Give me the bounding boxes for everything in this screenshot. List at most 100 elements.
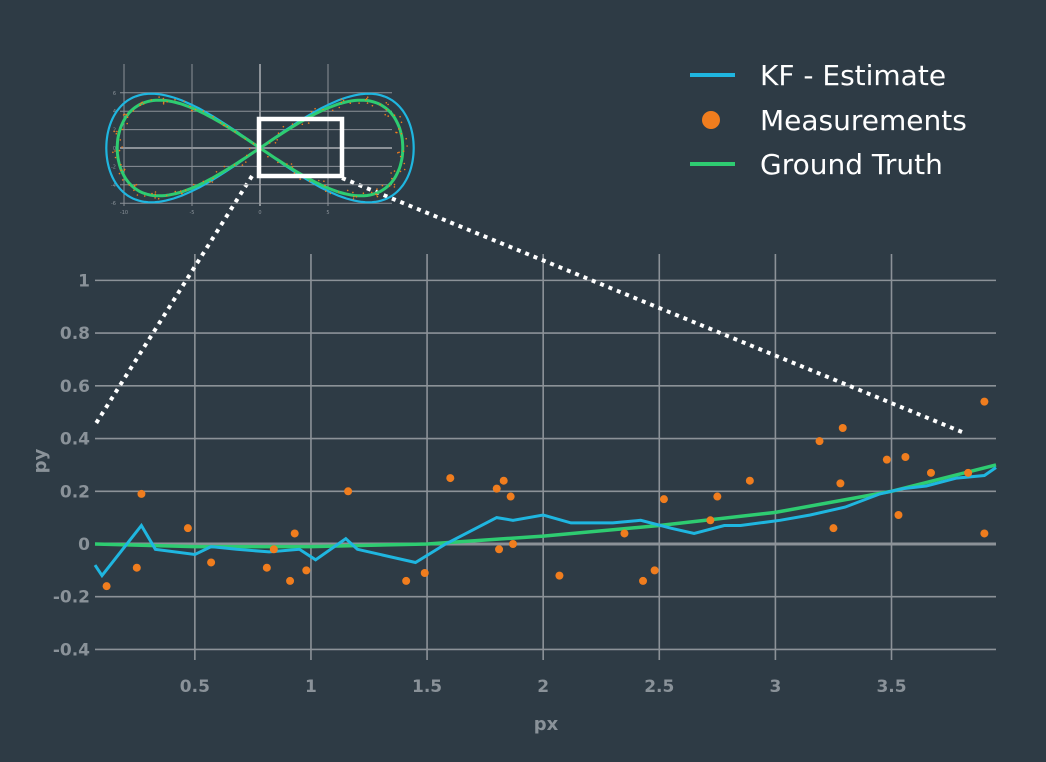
measurement-point [901, 453, 910, 461]
inset-measurement-point [338, 106, 341, 109]
inset-measurement-point [202, 180, 205, 183]
inset-measurement-point [293, 172, 296, 174]
inset-measurement-point [277, 132, 280, 134]
inset-measurement-point [376, 194, 378, 196]
inset-measurement-point [245, 161, 247, 163]
measurement-point [659, 495, 668, 504]
inset-measurement-point [325, 190, 327, 192]
inset-measurement-point [124, 113, 126, 116]
inset-measurement-point [112, 151, 114, 154]
inset-measurement-point [349, 102, 352, 104]
measurement-point [290, 529, 299, 538]
inset-measurement-point [400, 121, 403, 124]
measurement-point [207, 558, 216, 567]
inset-measurement-point [121, 128, 124, 131]
zoom-highlight-box [256, 116, 345, 179]
inset-measurement-point [398, 151, 400, 154]
inset-measurement-point [387, 115, 390, 117]
inset-measurement-point [384, 113, 387, 116]
inset-measurement-point [115, 132, 118, 135]
inset-measurement-point [125, 114, 128, 116]
inset-measurement-point [398, 128, 400, 130]
inset-measurement-point [223, 165, 226, 168]
measurement-point [446, 474, 455, 483]
y-tick-label: 0.8 [60, 324, 90, 344]
inset-measurement-point [162, 103, 165, 105]
inset-measurement-point [143, 195, 146, 197]
inset-measurement-point [233, 164, 236, 166]
inset-measurement-point [166, 101, 168, 103]
inset-measurement-point [301, 123, 304, 126]
inset-measurement-point [393, 114, 396, 116]
inset-measurement-point [274, 142, 277, 144]
inset-x-tick: 0 [258, 210, 261, 216]
x-tick-label: 1.5 [412, 677, 442, 697]
inset-measurement-point [340, 101, 343, 104]
measurement-point [926, 468, 935, 477]
inset-measurement-point [135, 183, 138, 186]
y-tick-label: 0.2 [60, 482, 90, 502]
inset-measurement-point [252, 142, 255, 145]
inset-measurement-point [362, 192, 365, 194]
measurement-point [639, 576, 648, 585]
inset-measurement-point [308, 180, 311, 183]
x-tick-label: 3.5 [876, 677, 906, 697]
inset-measurement-point [123, 169, 125, 171]
measurement-point [555, 571, 564, 580]
inset-measurement-point [364, 99, 367, 101]
inset-y-tick: -6 [111, 201, 116, 207]
inset-measurement-point [291, 166, 294, 168]
legend-item-ground-truth: Ground Truth [690, 148, 943, 181]
inset-measurement-point [366, 96, 369, 98]
inset-measurement-point [165, 194, 168, 197]
inset-x-tick: 5 [326, 210, 329, 216]
measurement-point [269, 545, 278, 554]
x-tick-label: 0.5 [180, 677, 210, 697]
inset-measurement-point [157, 197, 160, 200]
inset-measurement-point [338, 191, 340, 193]
inset-measurement-point [118, 172, 121, 175]
inset-measurement-point [226, 125, 229, 128]
y-tick-label: 0.4 [60, 430, 90, 450]
measurement-point [420, 569, 429, 577]
inset-overview-plot: -10 -5 0 5 6 4 2 0 -2 -4 -6 [105, 64, 415, 216]
inset-measurement-point [393, 186, 396, 188]
inset-measurement-point [215, 171, 218, 173]
measurement-point [499, 476, 508, 485]
inset-measurement-point [381, 184, 384, 187]
inset-measurement-point [329, 192, 332, 195]
measurement-point [495, 545, 504, 554]
x-axis-ticks: 0.5 1 1.5 2 2.5 3 3.5 [180, 677, 907, 697]
legend-label: Measurements [760, 104, 967, 137]
inset-measurement-point [140, 102, 142, 105]
inset-measurement-point [352, 198, 355, 200]
inset-x-tick: -10 [120, 210, 128, 216]
inset-measurement-point [393, 170, 396, 172]
inset-measurement-point [402, 150, 405, 152]
ground-truth-line [94, 463, 997, 549]
inset-measurement-point [399, 115, 401, 118]
inset-measurement-point [141, 101, 143, 104]
measurement-point [102, 582, 111, 591]
measurement-point [894, 511, 903, 519]
inset-measurement-point [114, 150, 116, 152]
legend-item-kf-estimate: KF - Estimate [690, 59, 946, 92]
inset-y-tick: -4 [111, 183, 116, 189]
measurement-point [344, 487, 353, 496]
inset-measurement-point [376, 195, 379, 198]
inset-measurement-point [211, 181, 214, 183]
inset-measurement-point [276, 139, 279, 141]
zoom-connector-left [93, 174, 254, 427]
inset-measurement-point [162, 97, 165, 100]
measurement-point [706, 516, 715, 525]
y-axis-ticks: 1 0.8 0.6 0.4 0.2 0 -0.2 -0.4 [53, 271, 90, 660]
legend-label: KF - Estimate [760, 59, 946, 92]
inset-measurement-point [397, 152, 399, 154]
inset-measurement-point [268, 142, 271, 144]
inset-measurement-point [192, 183, 195, 186]
inset-measurement-point [114, 156, 117, 159]
inset-measurement-point [183, 100, 185, 103]
inset-measurement-point [132, 110, 135, 112]
inset-measurement-point [379, 103, 381, 106]
inset-measurement-point [212, 177, 214, 180]
